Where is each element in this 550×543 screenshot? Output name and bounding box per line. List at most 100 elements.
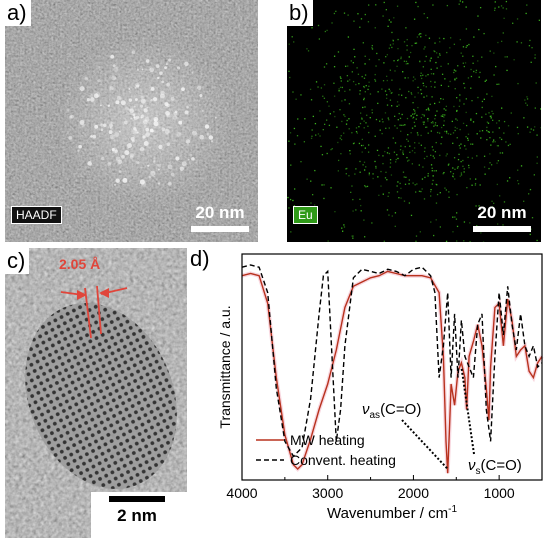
eu-signal-dot	[428, 109, 429, 110]
eu-signal-dot	[432, 168, 433, 169]
eu-signal-dot	[388, 119, 389, 120]
eu-signal-dot	[416, 235, 417, 236]
eu-signal-dot	[426, 56, 427, 57]
eu-signal-dot	[526, 13, 527, 14]
series-line-1	[242, 265, 542, 456]
eu-signal-dot	[434, 157, 435, 158]
eu-signal-dot	[380, 129, 381, 130]
eu-signal-dot	[399, 125, 400, 126]
eu-signal-dot	[341, 139, 342, 140]
eu-signal-dot	[389, 89, 390, 90]
eu-signal-dot	[412, 114, 413, 115]
haadf-particle	[131, 118, 133, 120]
eu-signal-dot	[294, 128, 295, 129]
haadf-particle	[168, 165, 173, 170]
eu-signal-dot	[325, 31, 326, 32]
haadf-particle	[166, 104, 170, 108]
eu-signal-dot	[359, 27, 360, 28]
eu-signal-dot	[404, 176, 405, 177]
haadf-particle	[129, 108, 134, 113]
eu-signal-dot	[452, 231, 453, 232]
eu-signal-dot	[365, 56, 366, 57]
eu-signal-dot	[439, 155, 440, 156]
eu-signal-dot	[312, 129, 313, 130]
eu-signal-dot	[380, 171, 381, 172]
eu-signal-dot	[407, 134, 408, 135]
eu-signal-dot	[391, 80, 392, 81]
eu-signal-dot	[386, 98, 387, 99]
haadf-particle	[135, 98, 138, 101]
eu-signal-dot	[482, 107, 483, 108]
eu-signal-dot	[473, 121, 474, 122]
eu-signal-dot	[294, 188, 295, 189]
eu-signal-dot	[389, 48, 390, 49]
eu-signal-dot	[287, 197, 288, 198]
eu-signal-dot	[407, 118, 408, 119]
eu-signal-dot	[423, 66, 424, 67]
eu-signal-dot	[432, 122, 433, 123]
eu-signal-dot	[521, 165, 522, 166]
eu-signal-dot	[359, 93, 360, 94]
eu-signal-dot	[394, 116, 395, 117]
eu-signal-dot	[290, 164, 291, 165]
eu-signal-dot	[349, 150, 350, 151]
haadf-particle	[158, 182, 160, 184]
eu-signal-dot	[430, 104, 431, 105]
eu-signal-dot	[433, 175, 434, 176]
eu-signal-dot	[446, 131, 447, 132]
haadf-particle	[140, 105, 143, 108]
eu-signal-dot	[503, 32, 504, 33]
eu-signal-dot	[385, 56, 386, 57]
eu-signal-dot	[531, 62, 532, 63]
eu-signal-dot	[353, 62, 354, 63]
haadf-particle	[97, 66, 100, 69]
haadf-particle	[109, 130, 113, 134]
eu-signal-dot	[360, 90, 361, 91]
series-line-0	[242, 271, 542, 473]
eu-signal-dot	[292, 36, 293, 37]
haadf-particle	[143, 108, 147, 112]
eu-signal-dot	[456, 194, 457, 195]
eu-signal-dot	[517, 180, 518, 181]
eu-signal-dot	[444, 108, 445, 109]
eu-signal-dot	[396, 66, 397, 67]
eu-signal-dot	[328, 240, 329, 241]
eu-signal-dot	[351, 185, 352, 186]
eu-signal-dot	[471, 100, 472, 101]
eu-signal-dot	[330, 149, 331, 150]
haadf-particle	[115, 179, 119, 183]
eu-signal-dot	[430, 195, 431, 196]
eu-signal-dot	[491, 117, 492, 118]
eu-signal-dot	[321, 184, 322, 185]
eu-signal-dot	[461, 174, 462, 175]
eu-signal-dot	[391, 32, 392, 33]
eu-signal-dot	[464, 87, 465, 88]
eu-signal-dot	[292, 91, 293, 92]
eu-signal-dot	[423, 124, 424, 125]
eu-signal-dot	[340, 87, 341, 88]
eu-signal-dot	[434, 118, 435, 119]
haadf-particle	[154, 119, 157, 122]
eu-signal-dot	[534, 57, 535, 58]
eu-signal-dot	[533, 129, 534, 130]
eu-signal-dot	[391, 105, 392, 106]
eu-signal-dot	[523, 117, 524, 118]
eu-signal-dot	[531, 47, 532, 48]
eu-signal-dot	[365, 166, 366, 167]
eu-signal-dot	[300, 94, 301, 95]
eu-signal-dot	[446, 155, 447, 156]
eu-signal-dot	[476, 70, 477, 71]
eu-signal-dot	[501, 5, 502, 6]
eu-signal-dot	[503, 18, 504, 19]
eu-signal-dot	[288, 207, 289, 208]
eu-signal-dot	[420, 36, 421, 37]
eu-signal-dot	[437, 132, 438, 133]
eu-signal-dot	[387, 80, 388, 81]
eu-signal-dot	[475, 72, 476, 73]
eu-signal-dot	[334, 66, 335, 67]
eu-signal-dot	[468, 165, 469, 166]
eu-signal-dot	[454, 169, 455, 170]
eu-signal-dot	[471, 185, 472, 186]
eu-signal-dot	[422, 178, 423, 179]
haadf-particle	[158, 145, 162, 149]
